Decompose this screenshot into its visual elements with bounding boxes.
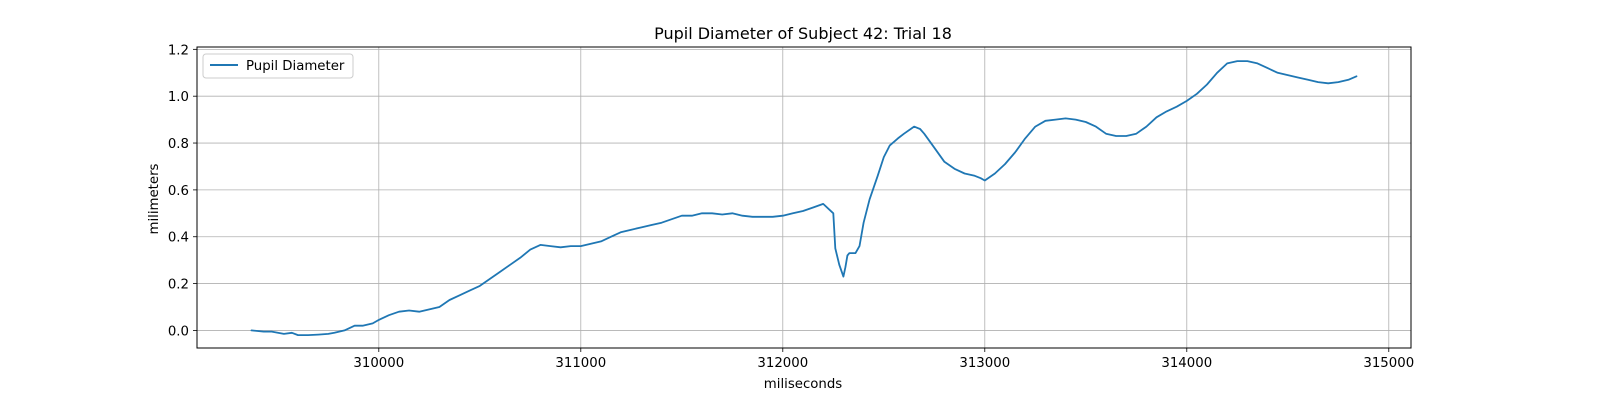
x-tick-label: 310000: [353, 356, 404, 371]
y-tick-label: 0.0: [168, 324, 189, 339]
x-axis: 310000 311000 312000 313000 314000 315000: [353, 348, 1414, 371]
grid: [197, 47, 1411, 348]
x-axis-label: miliseconds: [764, 377, 842, 392]
y-tick-label: 0.8: [168, 137, 189, 152]
y-tick-label: 0.2: [168, 278, 189, 293]
y-tick-label: 0.4: [168, 231, 189, 246]
x-tick-label: 313000: [959, 356, 1010, 371]
chart-title: Pupil Diameter of Subject 42: Trial 18: [654, 24, 952, 43]
x-tick-label: 311000: [555, 356, 606, 371]
y-axis: 0.0 0.2 0.4 0.6 0.8 1.0 1.2: [168, 43, 197, 339]
plot-area: [250, 60, 1358, 336]
y-tick-label: 1.2: [168, 43, 189, 58]
series-line-pupil-diameter: [250, 60, 1358, 336]
y-axis-label: milimeters: [147, 163, 162, 234]
legend-box: [202, 53, 354, 79]
legend: Pupil Diameter: [202, 53, 354, 79]
x-tick-label: 314000: [1161, 356, 1212, 371]
x-tick-label: 312000: [757, 356, 808, 371]
x-tick-label: 315000: [1363, 356, 1414, 371]
y-tick-label: 1.0: [168, 90, 189, 105]
legend-label: Pupil Diameter: [246, 59, 345, 74]
y-tick-label: 0.6: [168, 184, 189, 199]
axes-frame: [196, 46, 1412, 349]
